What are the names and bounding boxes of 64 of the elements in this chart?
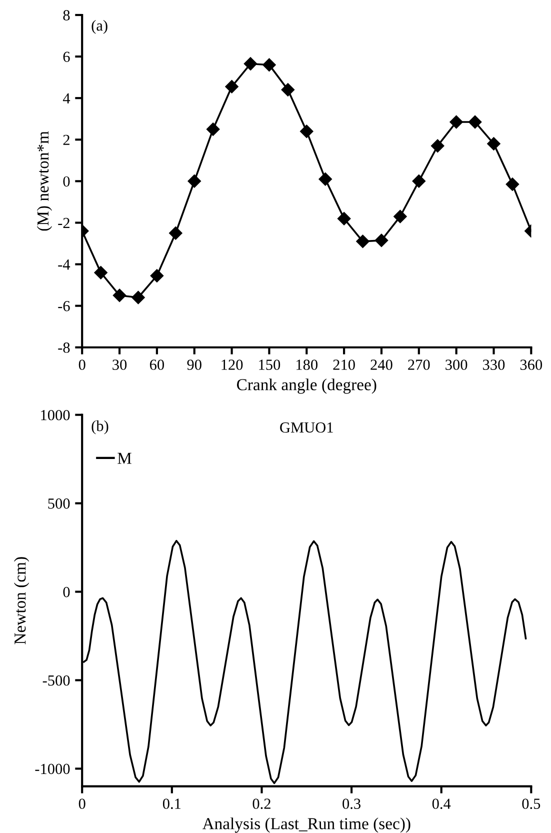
y-tick-label: -6 xyxy=(58,301,70,312)
y-tick-label: 2 xyxy=(63,134,70,145)
x-tick-label: 0.3 xyxy=(342,798,360,809)
chart-title: GMUO1 xyxy=(280,422,333,433)
x-tick-label: 0.2 xyxy=(252,798,270,809)
y-axis-title: (M) newton*m xyxy=(36,131,52,231)
y-tick-label: 8 xyxy=(63,10,70,20)
point xyxy=(431,139,444,152)
y-tick-label: -4 xyxy=(58,260,70,270)
y-axis-title: Newton (cm) xyxy=(14,557,30,644)
y-tick-label: -1000 xyxy=(35,764,70,774)
y-tick-label: 4 xyxy=(62,93,70,104)
point xyxy=(262,58,276,72)
point xyxy=(412,174,426,188)
y-tick-label: -500 xyxy=(42,675,70,686)
point xyxy=(150,269,164,282)
x-tick-label: 210 xyxy=(333,360,355,370)
point xyxy=(206,122,220,136)
annotation: (b) xyxy=(92,420,108,434)
x-tick-label: 270 xyxy=(408,360,430,370)
x-tick-label: 240 xyxy=(370,360,392,370)
y-tick-label: -2 xyxy=(58,218,70,228)
x-axis-title: Crank angle (degree) xyxy=(236,378,376,394)
point xyxy=(394,210,407,224)
annotation: (a) xyxy=(92,20,108,34)
x-tick-label: 300 xyxy=(446,360,468,370)
point xyxy=(356,234,370,248)
point xyxy=(94,266,108,280)
x-tick-label: 0.1 xyxy=(162,798,181,809)
x-tick-label: 0.5 xyxy=(522,798,540,809)
x-axis-title: Analysis (Last_Run time (sec)) xyxy=(202,818,410,833)
point xyxy=(506,178,520,191)
point xyxy=(450,115,463,129)
point xyxy=(188,174,201,188)
point xyxy=(225,80,238,94)
x-tick-label: 60 xyxy=(150,360,164,370)
point xyxy=(318,172,332,186)
point xyxy=(244,57,258,70)
x-tick-label: 180 xyxy=(296,360,318,370)
x-tick-label: 90 xyxy=(187,360,202,370)
y-tick-label: -8 xyxy=(58,342,70,353)
point xyxy=(132,290,145,304)
point xyxy=(487,137,500,150)
x-tick-label: 120 xyxy=(222,360,243,370)
point xyxy=(169,226,182,240)
point xyxy=(468,115,482,129)
x-tick-label: 150 xyxy=(259,360,280,370)
point xyxy=(337,212,351,226)
y-tick-label: 6 xyxy=(63,52,70,62)
y-tick-label: 1000 xyxy=(41,410,70,420)
x-tick-label: 30 xyxy=(112,360,127,370)
x-tick-label: 360 xyxy=(520,360,542,370)
x-tick-label: 0 xyxy=(78,360,86,370)
y-tick-label: 0 xyxy=(63,176,70,187)
point xyxy=(112,288,126,302)
point xyxy=(300,124,314,138)
x-tick-label: 0.4 xyxy=(432,798,451,809)
legend-label: M xyxy=(118,452,132,464)
y-tick-label: 500 xyxy=(48,498,70,509)
point xyxy=(281,83,295,96)
x-tick-label: 330 xyxy=(483,360,505,370)
point xyxy=(374,234,388,247)
y-tick-label: 0 xyxy=(63,586,70,598)
x-tick-label: 0 xyxy=(78,798,86,809)
